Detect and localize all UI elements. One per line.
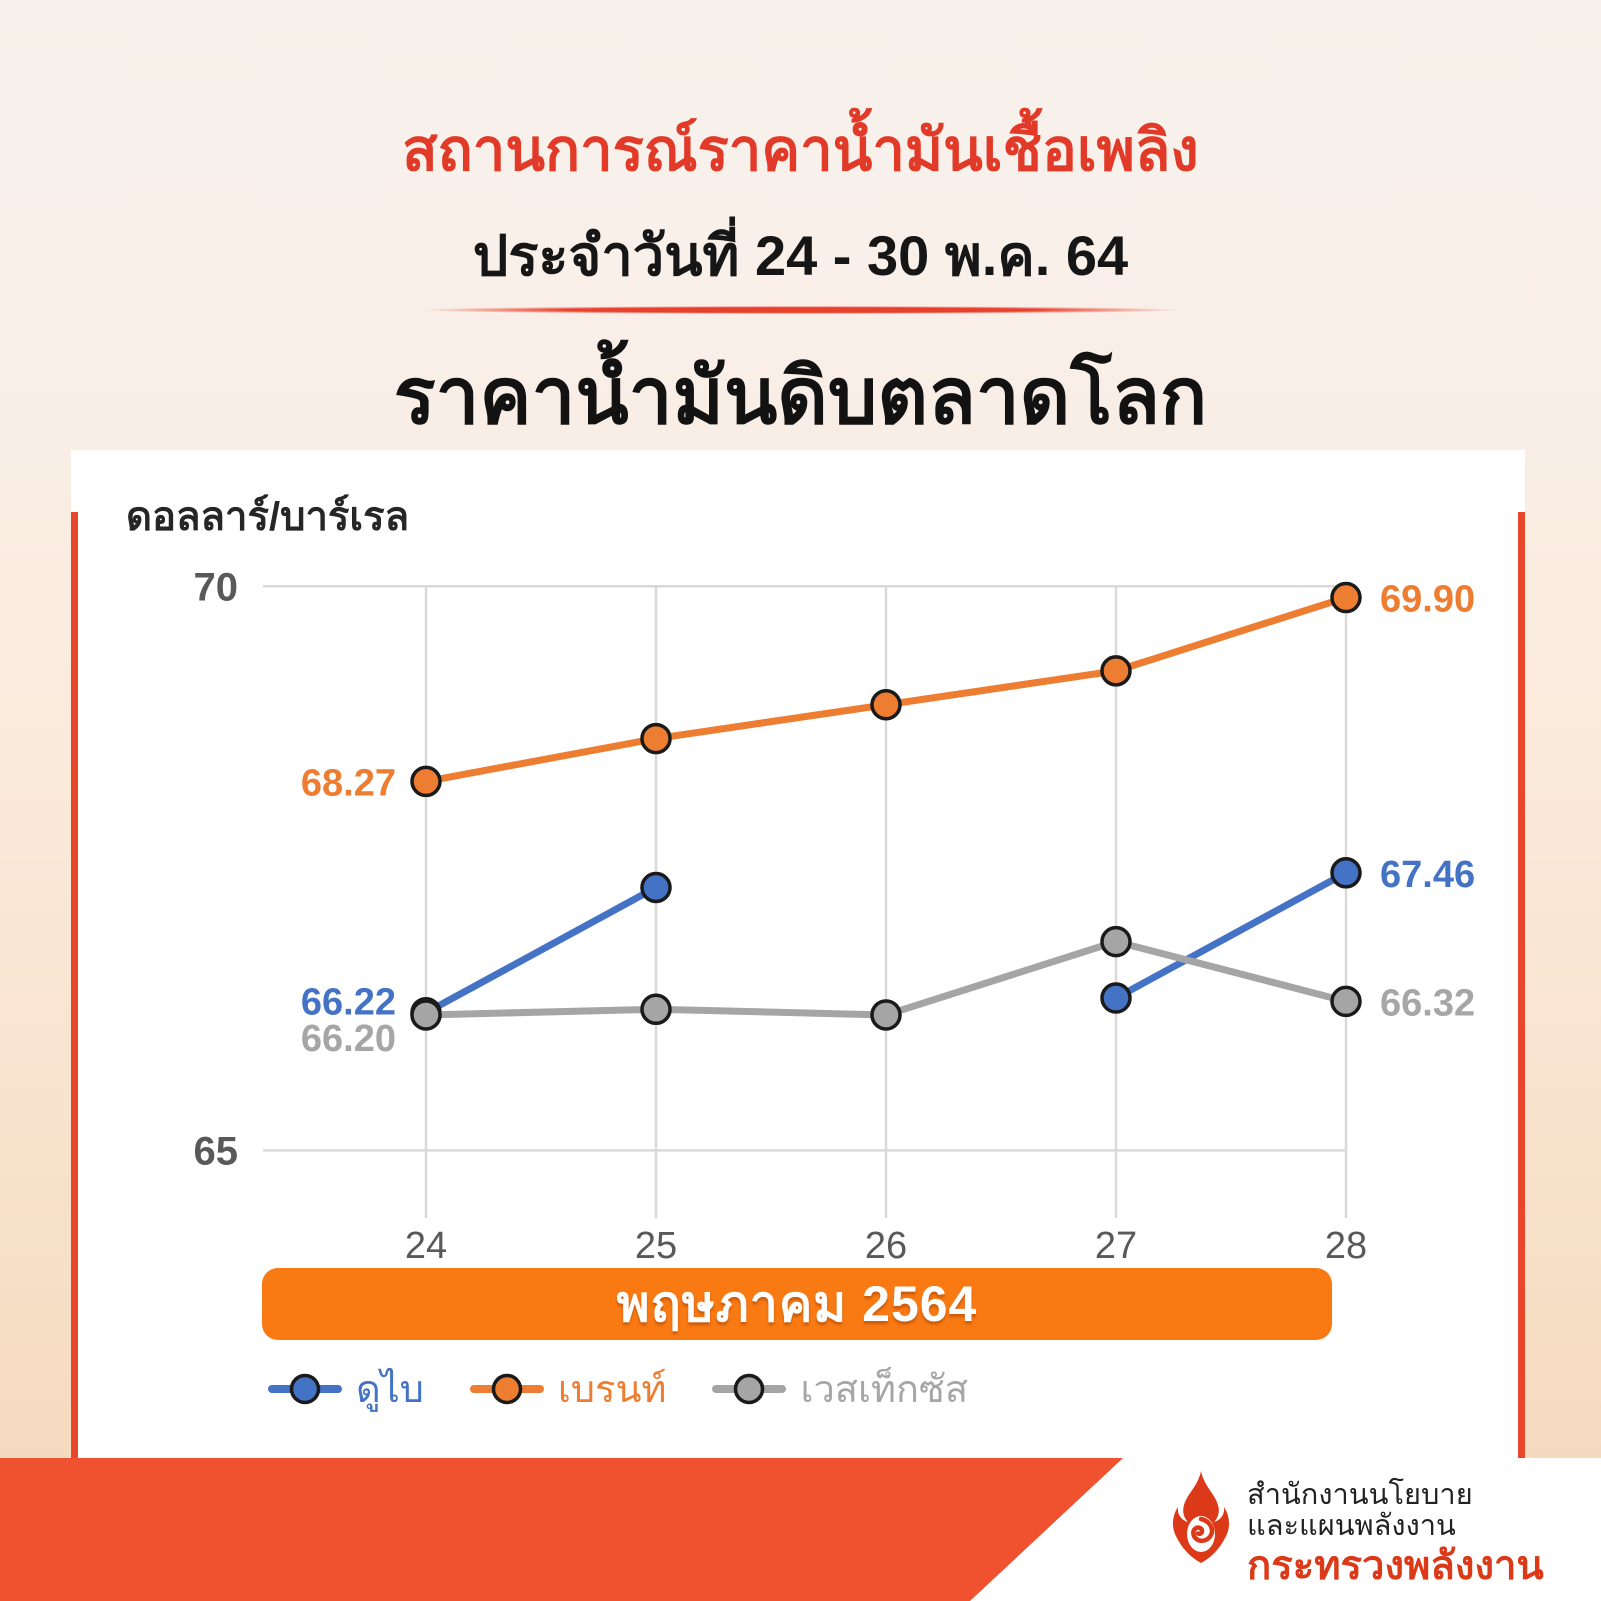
series-line-dubai bbox=[1112, 869, 1350, 1002]
data-point-brent-24 bbox=[410, 765, 442, 798]
y-axis-unit-label: ดอลลาร์/บาร์เรล bbox=[126, 494, 409, 539]
legend-item-dubai: ดูไบ bbox=[268, 1358, 424, 1419]
data-point-brent-26 bbox=[870, 688, 902, 721]
data-point-brent-25 bbox=[640, 722, 672, 755]
legend-label-brent: เบรนท์ bbox=[557, 1369, 667, 1411]
x-axis-month-label: พฤษภาคม 2564 bbox=[616, 1275, 978, 1332]
page-subtitle: ประจำวันที่ 24 - 30 พ.ค. 64 bbox=[472, 224, 1129, 287]
x-tick-label: 25 bbox=[635, 1225, 677, 1267]
data-label-wti-28: 66.32 bbox=[1380, 982, 1475, 1024]
page-title: สถานการณ์ราคาน้ำมันเชื้อเพลิง bbox=[402, 118, 1199, 183]
data-point-brent-27 bbox=[1100, 655, 1132, 687]
series-line-dubai bbox=[422, 883, 660, 1017]
data-point-dubai-27 bbox=[1100, 982, 1132, 1014]
gridlines bbox=[263, 585, 1348, 1218]
x-axis-month-banner: พฤษภาคม 2564 bbox=[262, 1268, 1332, 1340]
title-underline-decoration bbox=[420, 306, 1182, 314]
data-point-wti-24 bbox=[410, 999, 442, 1031]
data-point-wti-26 bbox=[870, 999, 902, 1031]
x-tick-label: 24 bbox=[405, 1225, 447, 1267]
series-wti bbox=[410, 925, 1362, 1031]
data-point-dubai-28 bbox=[1330, 857, 1362, 889]
data-label-wti-24: 66.20 bbox=[301, 1018, 396, 1060]
agency-text-block: สำนักงานนโยบาย และแผนพลังงาน กระทรวงพลัง… bbox=[1247, 1480, 1544, 1590]
data-point-wti-28 bbox=[1330, 985, 1362, 1018]
chart-title: ราคาน้ำมันดิบตลาดโลก bbox=[393, 352, 1208, 440]
y-tick-label: 70 bbox=[194, 565, 239, 609]
legend-label-dubai: ดูไบ bbox=[356, 1369, 424, 1411]
x-tick-label: 26 bbox=[865, 1225, 907, 1267]
card-right-accent-line bbox=[1518, 512, 1525, 1458]
data-point-wti-25 bbox=[640, 993, 672, 1026]
legend-marker-brent bbox=[469, 1373, 544, 1404]
data-point-wti-27 bbox=[1100, 925, 1132, 958]
chart-legend: ดูไบ เบรนท์ เวสเท็กซัส bbox=[268, 1358, 968, 1419]
agency-ministry-name: กระทรวงพลังงาน bbox=[1247, 1544, 1544, 1588]
legend-label-wti: เวสเท็กซัส bbox=[800, 1369, 969, 1411]
data-label-brent-24: 68.27 bbox=[301, 762, 396, 804]
agency-panel: สำนักงานนโยบาย และแผนพลังงาน กระทรวงพลัง… bbox=[970, 1458, 1601, 1601]
legend-item-wti: เวสเท็กซัส bbox=[712, 1358, 968, 1419]
series-brent bbox=[410, 581, 1362, 798]
card-left-accent-line bbox=[71, 512, 78, 1458]
legend-marker-dubai bbox=[268, 1373, 342, 1404]
data-label-dubai-28: 67.46 bbox=[1380, 854, 1475, 896]
agency-name-line1: สำนักงานนโยบาย bbox=[1247, 1479, 1473, 1511]
legend-item-brent: เบรนท์ bbox=[469, 1358, 667, 1419]
data-label-brent-28: 69.90 bbox=[1380, 579, 1475, 621]
agency-name-line2: และแผนพลังงาน bbox=[1247, 1510, 1456, 1542]
eppo-flame-logo-icon bbox=[1172, 1471, 1230, 1563]
data-point-dubai-25 bbox=[640, 871, 672, 904]
axis-labels: 70 65 24 25 26 27 28 bbox=[194, 565, 1368, 1267]
x-tick-label: 27 bbox=[1095, 1225, 1137, 1267]
y-tick-label: 65 bbox=[194, 1129, 239, 1173]
legend-marker-wti bbox=[712, 1373, 787, 1404]
data-label-dubai-24: 66.22 bbox=[301, 982, 396, 1024]
x-tick-label: 28 bbox=[1325, 1225, 1367, 1267]
data-point-brent-28 bbox=[1330, 581, 1362, 614]
